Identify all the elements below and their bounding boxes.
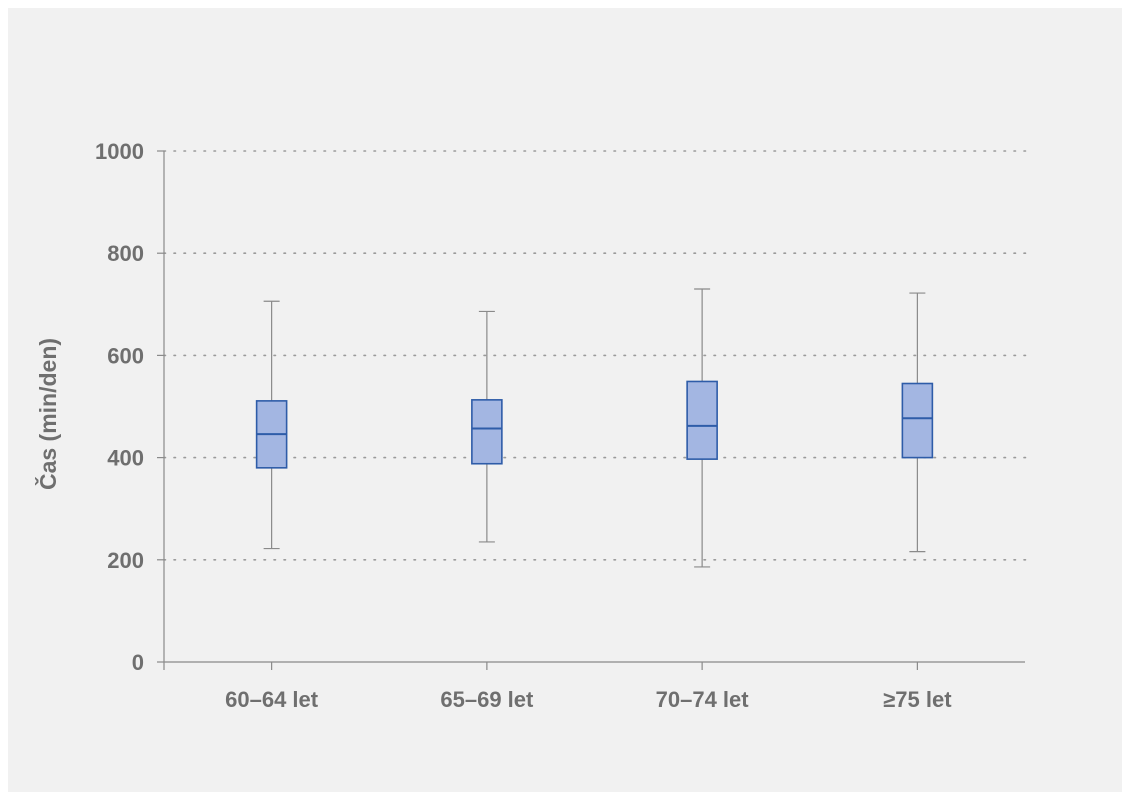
y-tick-label: 800 — [107, 241, 144, 266]
axes — [157, 150, 1025, 670]
box-4 — [901, 292, 934, 553]
x-tick-label: 70–74 let — [656, 687, 750, 712]
box-3 — [686, 288, 718, 568]
iqr-box — [686, 380, 718, 460]
y-tick-label: 200 — [107, 548, 144, 573]
iqr-box — [471, 399, 503, 465]
box-1 — [255, 300, 288, 550]
boxplot-chart: 0 200 400 600 800 1000 60–64 let 65–69 let 70–74… — [34, 139, 1029, 712]
gridlines — [163, 150, 1029, 561]
box-2 — [471, 310, 503, 543]
chart-panel: 0 200 400 600 800 1000 60–64 let 65–69 let 70–74… — [8, 8, 1122, 792]
tick-labels: 0 200 400 600 800 1000 60–64 let 65–69 let 70–74… — [95, 139, 952, 712]
y-tick-label: 600 — [107, 343, 144, 368]
x-tick-label: 60–64 let — [225, 687, 319, 712]
x-tick-label: 65–69 let — [440, 687, 534, 712]
y-axis-title: Čas (min/den) — [34, 338, 61, 490]
x-tick-label: ≥75 let — [883, 687, 952, 712]
iqr-box — [901, 382, 934, 459]
y-tick-label: 1000 — [95, 139, 144, 164]
boxes — [255, 288, 934, 568]
y-tick-label: 0 — [132, 650, 144, 675]
y-tick-label: 400 — [107, 446, 144, 471]
